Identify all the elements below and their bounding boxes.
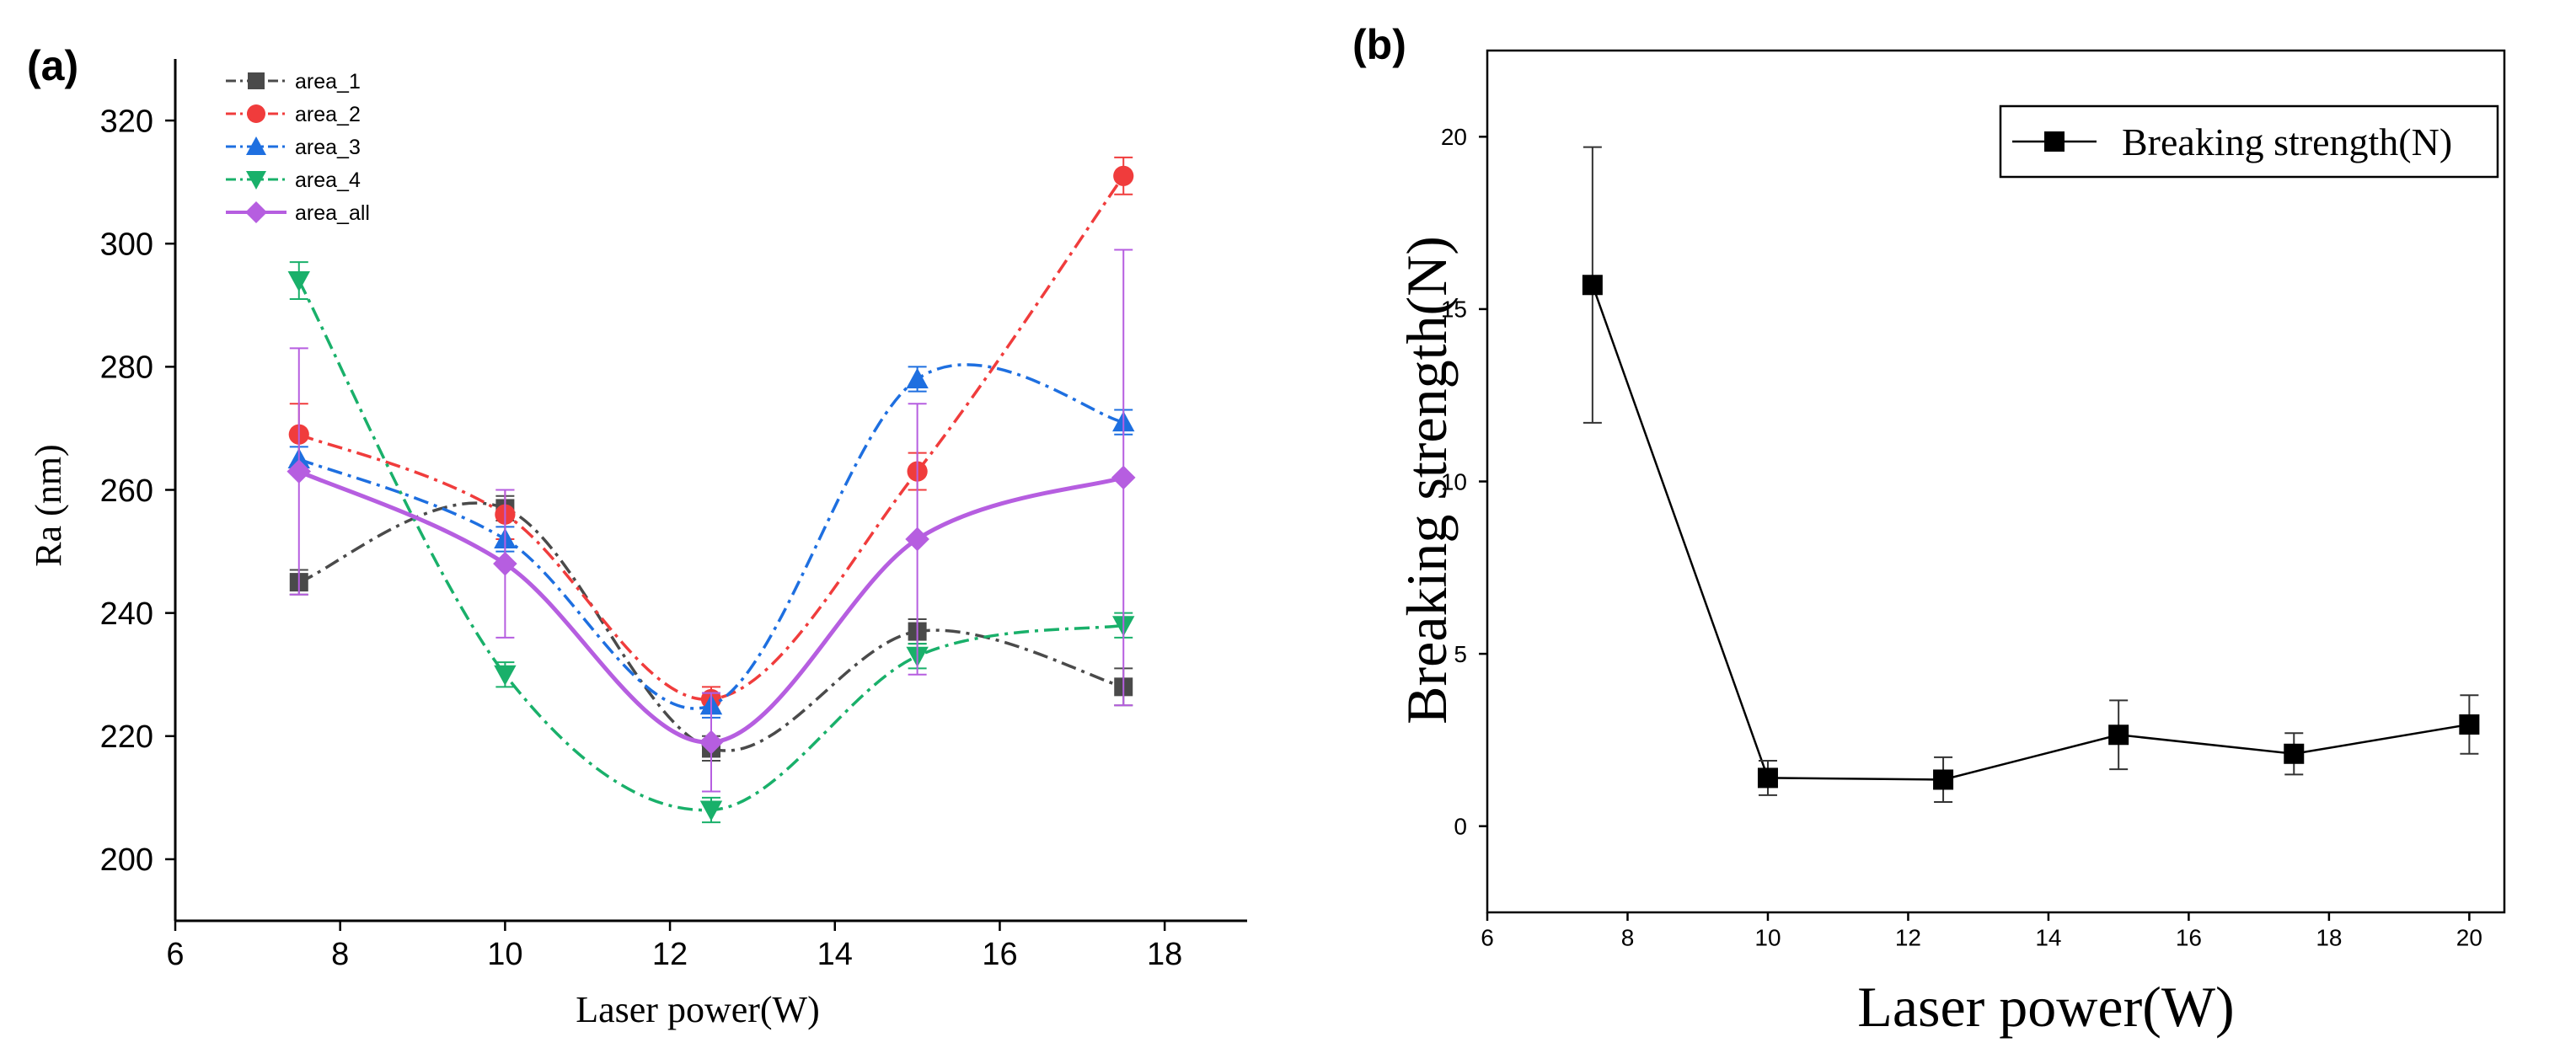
data-point bbox=[1933, 769, 1954, 790]
legend-marker bbox=[2044, 131, 2065, 152]
data-point bbox=[2108, 724, 2129, 746]
legend-label: area_2 bbox=[295, 103, 361, 126]
data-point bbox=[2284, 743, 2305, 764]
x-tick-label: 14 bbox=[817, 937, 853, 972]
series-line bbox=[1591, 284, 2470, 781]
legend-label: area_3 bbox=[295, 136, 361, 159]
x-tick-label: 16 bbox=[2176, 924, 2202, 950]
x-axis-label-b: Laser power(W) bbox=[1857, 975, 2234, 1039]
data-point bbox=[287, 271, 310, 292]
data-point bbox=[494, 665, 517, 686]
y-axis-label-b: Breaking strength(N) bbox=[1395, 236, 1459, 724]
chart-panel-a: (a) 6 8 10 12 14 16 18 200 220 240 260 280 300 320 ar… bbox=[27, 42, 1247, 1030]
legend-label: Breaking strength(N) bbox=[2122, 120, 2452, 163]
data-point bbox=[699, 800, 723, 821]
series-area_all bbox=[287, 249, 1136, 793]
y-tick-label: 0 bbox=[1454, 814, 1467, 840]
y-tick-label: 20 bbox=[1441, 124, 1467, 150]
series-line bbox=[298, 363, 1124, 710]
legend-marker bbox=[246, 136, 266, 155]
x-tick-label: 14 bbox=[2035, 924, 2061, 950]
series-area_3 bbox=[287, 363, 1135, 719]
x-tick-label: 6 bbox=[166, 937, 184, 972]
x-tick-label: 18 bbox=[2316, 924, 2342, 950]
series-line bbox=[298, 174, 1125, 701]
chart-panel-b: (b) 6 8 10 12 14 16 18 20 0 5 10 15 20 Breaking stre… bbox=[1352, 21, 2506, 1039]
x-tick-label: 8 bbox=[1621, 924, 1635, 950]
data-point bbox=[1111, 465, 1136, 490]
series-area_2 bbox=[288, 156, 1134, 713]
x-tick-label: 12 bbox=[1895, 924, 1921, 950]
legend-a: area_1 area_2 area_3 area_4 area_all bbox=[226, 70, 370, 225]
series-group-b bbox=[1582, 146, 2480, 804]
y-tick-label: 10 bbox=[1441, 468, 1467, 495]
panel-label-a: (a) bbox=[27, 42, 78, 89]
legend-label: area_4 bbox=[295, 168, 361, 192]
x-tick-label: 18 bbox=[1147, 937, 1182, 972]
data-point bbox=[905, 527, 929, 552]
y-tick-label: 220 bbox=[100, 719, 153, 755]
legend-b: Breaking strength(N) bbox=[1999, 104, 2499, 179]
plot-frame bbox=[1486, 49, 2506, 914]
y-tick-label: 280 bbox=[100, 350, 153, 386]
series-line bbox=[298, 501, 1124, 752]
y-tick-label: 320 bbox=[100, 104, 153, 139]
x-tick-label: 12 bbox=[652, 937, 688, 972]
y-tick-label: 15 bbox=[1441, 297, 1467, 323]
series-group-a bbox=[287, 156, 1136, 824]
series-line bbox=[297, 280, 1124, 812]
data-point bbox=[1757, 767, 1778, 789]
legend-label: area_all bbox=[295, 201, 370, 225]
y-tick-label: 200 bbox=[100, 842, 153, 878]
series-Breaking strength(N) bbox=[1582, 146, 2480, 804]
legend-marker bbox=[247, 104, 265, 123]
data-point bbox=[699, 730, 724, 755]
axes-a: 6 8 10 12 14 16 18 200 220 240 260 280 300 320 bbox=[100, 59, 1247, 972]
legend-marker bbox=[245, 201, 267, 223]
y-tick-label: 240 bbox=[100, 596, 153, 632]
legend-marker bbox=[246, 171, 266, 190]
y-tick-label: 5 bbox=[1454, 641, 1467, 667]
data-point bbox=[493, 551, 517, 576]
x-tick-label: 6 bbox=[1481, 924, 1494, 950]
data-point bbox=[287, 459, 312, 484]
x-tick-label: 10 bbox=[487, 937, 522, 972]
y-axis-label-a: Ra (nm) bbox=[28, 444, 69, 566]
x-tick-label: 20 bbox=[2456, 924, 2482, 950]
y-tick-label: 300 bbox=[100, 227, 153, 263]
data-point bbox=[1113, 165, 1134, 186]
data-point bbox=[2459, 714, 2480, 735]
axes-b: 6 8 10 12 14 16 18 20 0 5 10 15 20 bbox=[1441, 49, 2506, 950]
x-tick-label: 10 bbox=[1754, 924, 1781, 950]
x-tick-label: 16 bbox=[982, 937, 1017, 972]
x-tick-label: 8 bbox=[331, 937, 349, 972]
data-point bbox=[906, 367, 929, 388]
y-tick-label: 260 bbox=[100, 473, 153, 509]
legend-label: area_1 bbox=[295, 70, 361, 94]
panel-label-b: (b) bbox=[1352, 21, 1406, 68]
x-axis-label-a: Laser power(W) bbox=[576, 989, 820, 1030]
legend-marker bbox=[248, 72, 265, 89]
data-point bbox=[1582, 275, 1603, 296]
